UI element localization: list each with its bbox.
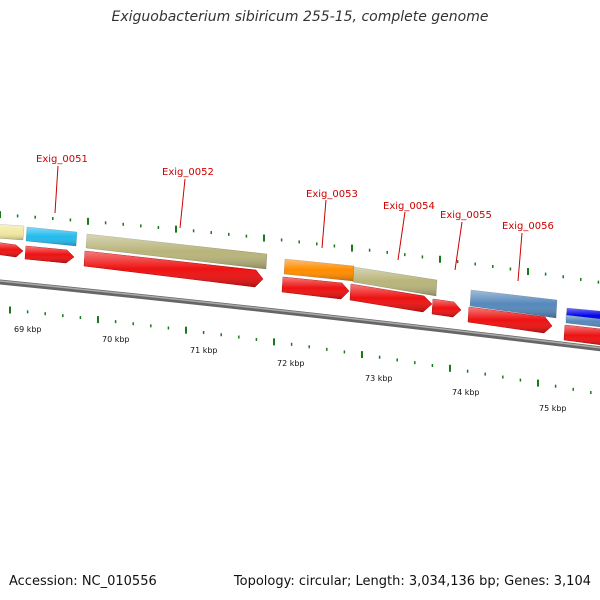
- scale-label: 71 kbp: [190, 346, 218, 355]
- cds-track: [0, 242, 600, 345]
- gene-callouts: Exig_0051 Exig_0052 Exig_0053 Exig_0054 …: [36, 154, 554, 282]
- scale-label: 74 kbp: [452, 388, 480, 397]
- cds-shade: [0, 242, 23, 257]
- scale-label: 73 kbp: [365, 374, 393, 383]
- feature-shade: [566, 315, 600, 327]
- callout-line: [54, 165, 59, 214]
- tick-row-lower: [9, 306, 592, 394]
- cds-shade: [25, 246, 74, 263]
- cds-shade: [350, 284, 432, 312]
- cds-shade: [468, 307, 552, 333]
- callout-line: [517, 232, 523, 282]
- feature-shade: [86, 234, 267, 269]
- gene-label: Exig_0055: [440, 210, 492, 221]
- scale-label: 70 kbp: [102, 335, 130, 344]
- feature-track: [0, 224, 600, 328]
- feature-shade: [284, 259, 354, 281]
- feature-shade: [353, 267, 437, 296]
- cds-shade: [84, 251, 263, 287]
- feature-shade: [26, 227, 77, 246]
- tick-row-upper: [0, 211, 600, 284]
- gene-label: Exig_0056: [502, 221, 554, 232]
- scale-label: 72 kbp: [277, 359, 305, 368]
- map-title: Exiguobacterium sibiricum 255-15, comple…: [111, 9, 489, 25]
- gene-label: Exig_0054: [383, 201, 435, 212]
- gene-label: Exig_0051: [36, 154, 88, 165]
- genome-summary-text: Topology: circular; Length: 3,034,136 bp…: [233, 574, 591, 589]
- scale-label: 75 kbp: [539, 404, 567, 413]
- gene-label: Exig_0053: [306, 189, 358, 200]
- genome-backbone: [0, 279, 600, 352]
- feature-shade: [470, 290, 557, 318]
- callout-line: [179, 178, 186, 229]
- callout-line: [321, 199, 327, 249]
- callout-line: [397, 211, 406, 261]
- callout-line: [454, 221, 463, 271]
- cds-shade: [432, 299, 461, 317]
- scale-label: 69 kbp: [14, 325, 42, 334]
- scale-labels: 69 kbp 70 kbp 71 kbp 72 kbp 73 kbp 74 kb…: [14, 325, 567, 413]
- feature-shade: [0, 224, 24, 240]
- gene-label: Exig_0052: [162, 167, 214, 178]
- genome-backbone-highlight: [0, 280, 600, 349]
- accession-text: Accession: NC_010556: [9, 574, 157, 589]
- cds-shade: [282, 277, 349, 299]
- cds-shade: [564, 325, 600, 345]
